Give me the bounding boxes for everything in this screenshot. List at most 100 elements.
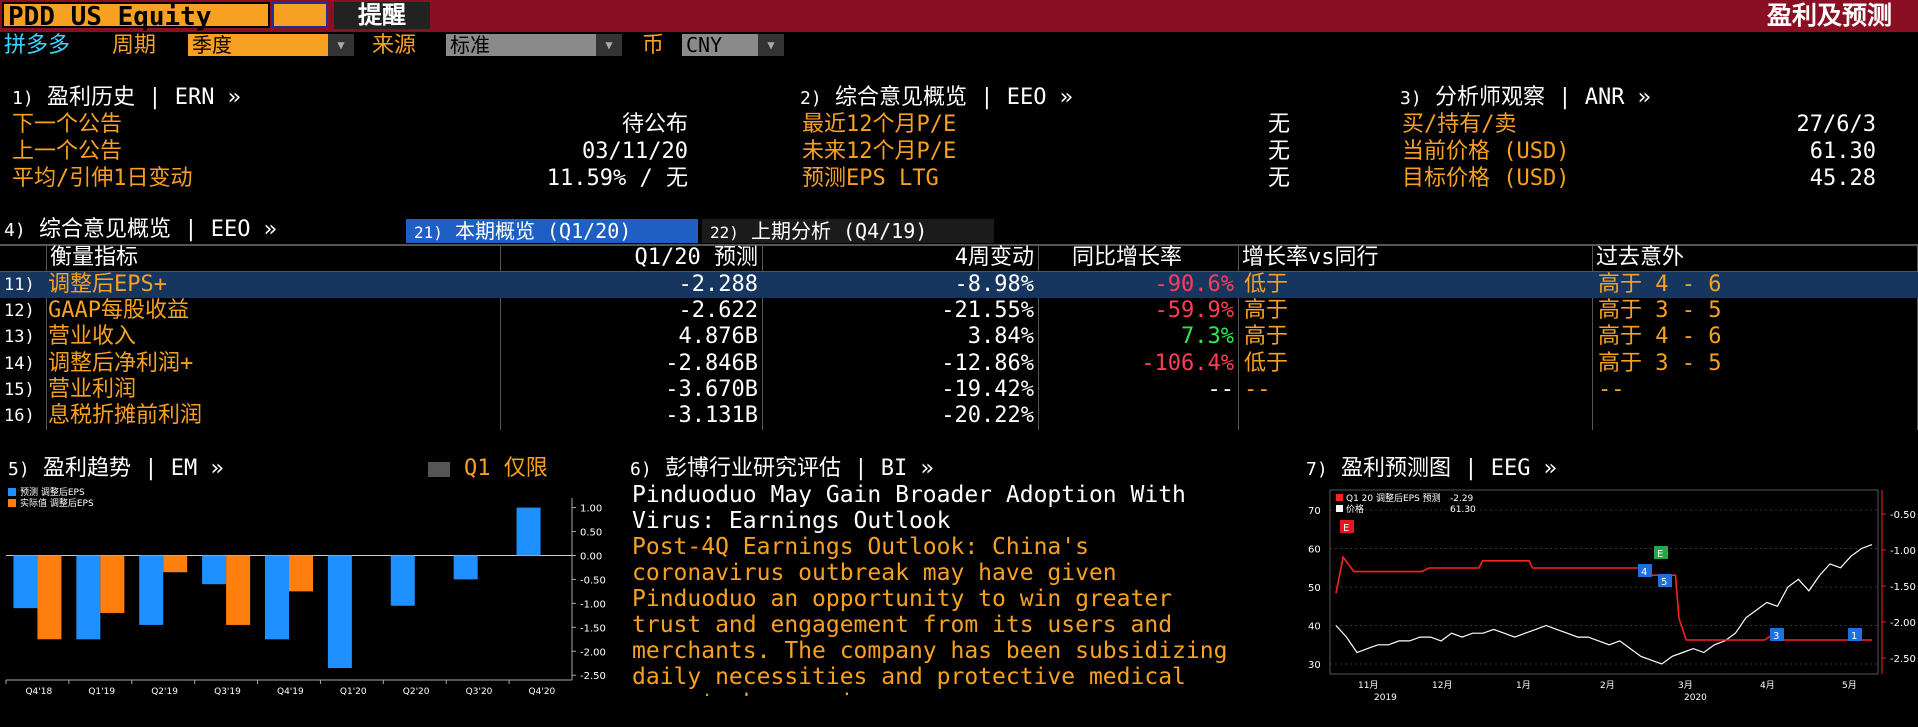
section-title: 分析师观察 bbox=[1434, 85, 1545, 110]
col-header-vs-peer[interactable]: 增长率vs同行 bbox=[1242, 245, 1379, 270]
cell-vs-peer: -- bbox=[1244, 376, 1271, 402]
table-row[interactable]: 11) 调整后EPS+ -2.288 -8.98% -90.6% 低于 高于 4 - 6 bbox=[0, 272, 1918, 299]
tab-num: 21) bbox=[414, 223, 443, 242]
ticker-input-cursor[interactable] bbox=[272, 2, 328, 28]
tab-current-period[interactable]: 21) 本期概览 (Q1/20) bbox=[406, 219, 698, 243]
cell-vs-peer: 高于 bbox=[1244, 298, 1289, 324]
y-tick-label: -2.00 bbox=[580, 647, 606, 658]
y-tick-label: 0.00 bbox=[580, 551, 602, 562]
tab-label: 本期概览 (Q1/20) bbox=[454, 219, 632, 243]
next-announcement-label: 下一个公告 bbox=[12, 112, 123, 137]
bar-estimate[interactable] bbox=[265, 555, 289, 640]
forward-pe-value: 无 bbox=[1267, 139, 1290, 164]
bar-estimate[interactable] bbox=[76, 555, 101, 640]
bar-estimate[interactable] bbox=[139, 555, 164, 625]
x-tick-label: 3月 bbox=[1678, 680, 1693, 691]
cell-forecast: -3.670B bbox=[665, 376, 758, 402]
cell-chg4w: 3.84% bbox=[967, 324, 1034, 350]
source-chevron-down-icon[interactable]: ▼ bbox=[596, 34, 622, 56]
table-row[interactable]: 13) 营业收入 4.876B 3.84% 7.3% 高于 高于 4 - 6 bbox=[0, 324, 1918, 350]
event-marker[interactable] bbox=[1658, 574, 1672, 587]
col-header-forecast[interactable]: Q1/20 预测 bbox=[634, 245, 758, 270]
consensus-table bbox=[0, 244, 1918, 431]
q1-only-label[interactable]: Q1 仅限 bbox=[464, 456, 548, 481]
col-header-4w-change[interactable]: 4周变动 bbox=[954, 245, 1034, 270]
section-earnings-history-header[interactable]: 1) 盈利历史 | ERN » bbox=[12, 85, 241, 110]
bar-actual[interactable] bbox=[163, 555, 188, 573]
section-analyst-recs-header[interactable]: 3) 分析师观察 | ANR » bbox=[1400, 85, 1651, 110]
event-marker[interactable] bbox=[1654, 546, 1668, 559]
legend-value: -2.29 bbox=[1450, 494, 1474, 504]
table-row[interactable]: 12) GAAP每股收益 -2.622 -21.55% -59.9% 高于 高于 3 - 5 bbox=[0, 298, 1918, 324]
cell-chg4w: -8.98% bbox=[954, 272, 1034, 297]
bar-actual[interactable] bbox=[100, 555, 125, 613]
cell-surprise: 高于 3 - 5 bbox=[1598, 298, 1722, 324]
y-tick-label: -1.00 bbox=[580, 599, 606, 610]
section-bi-header[interactable]: 6) 彭博行业研究评估 | BI » bbox=[630, 456, 934, 481]
next-announcement-value: 待公布 bbox=[621, 112, 688, 137]
bar-estimate[interactable] bbox=[516, 507, 541, 556]
x-tick-label: Q1'19 bbox=[88, 687, 115, 697]
event-marker-label: 3 bbox=[1773, 631, 1779, 642]
avg-implied-move-label: 平均/引伸1日变动 bbox=[12, 166, 193, 191]
trailing-pe-value: 无 bbox=[1267, 112, 1290, 137]
event-marker[interactable] bbox=[1638, 564, 1652, 577]
col-header-metric[interactable]: 衡量指标 bbox=[50, 245, 139, 270]
period-label: 周期 bbox=[112, 33, 157, 58]
bar-estimate[interactable] bbox=[453, 555, 478, 580]
section-consensus-table-header[interactable]: 4) 综合意见概览 | EEO » bbox=[4, 217, 277, 242]
bar-estimate[interactable] bbox=[13, 555, 38, 609]
current-price-value: 61.30 bbox=[1809, 139, 1876, 164]
cell-yoy: -90.6% bbox=[1154, 272, 1234, 297]
x-tick-label: 2月 bbox=[1600, 680, 1615, 691]
event-marker[interactable] bbox=[1340, 520, 1354, 533]
section-code: EM » bbox=[170, 456, 224, 481]
tab-prior-period[interactable]: 22) 上期分析 (Q4/19) bbox=[702, 219, 994, 243]
bi-article[interactable]: Pinduoduo May Gain Broader Adoption With… bbox=[632, 482, 1240, 696]
table-row[interactable]: 14) 调整后净利润+ -2.846B -12.86% -106.4% 低于 高于 3 - … bbox=[0, 351, 1918, 377]
bar-actual[interactable] bbox=[226, 555, 251, 625]
section-consensus-overview-header[interactable]: 2) 综合意见概览 | EEO » bbox=[800, 85, 1073, 110]
bar-actual[interactable] bbox=[289, 555, 313, 592]
table-row[interactable]: 16) 息税折摊前利润 -3.131B -20.22% bbox=[0, 403, 1918, 429]
bar-estimate[interactable] bbox=[327, 555, 352, 669]
last-announcement-label: 上一个公告 bbox=[12, 139, 123, 164]
bar-estimate[interactable] bbox=[202, 555, 227, 585]
cell-vs-peer: 低于 bbox=[1244, 272, 1289, 297]
buy-hold-sell-value: 27/6/3 bbox=[1796, 112, 1876, 137]
ticker-input[interactable]: PDD US Equity bbox=[2, 2, 270, 30]
company-name: 拼多多 bbox=[4, 33, 71, 58]
section-num: 6) bbox=[630, 459, 652, 480]
bar-actual[interactable] bbox=[37, 555, 62, 640]
y-tick-label: -2.50 bbox=[580, 671, 606, 682]
section-num: 3) bbox=[1400, 88, 1422, 109]
cell-vs-peer: 低于 bbox=[1244, 350, 1289, 376]
table-row[interactable]: 15) 营业利润 -3.670B -19.42% -- -- -- bbox=[0, 377, 1918, 403]
cell-metric: 营业利润 bbox=[48, 376, 137, 402]
source-dropdown[interactable]: 标准 bbox=[446, 34, 596, 56]
x-tick-label: Q3'19 bbox=[214, 687, 241, 697]
currency-dropdown[interactable]: CNY bbox=[682, 34, 758, 56]
cell-metric: 调整后净利润+ bbox=[48, 350, 194, 376]
forward-pe-label: 未来12个月P/E bbox=[802, 139, 957, 164]
x-tick-label: Q4'19 bbox=[277, 687, 304, 697]
period-chevron-down-icon[interactable]: ▼ bbox=[328, 34, 354, 56]
period-dropdown[interactable]: 季度 bbox=[188, 34, 328, 56]
eps-ltg-value: 无 bbox=[1267, 166, 1290, 191]
event-marker[interactable] bbox=[1770, 628, 1784, 641]
alert-button[interactable]: 提醒 bbox=[334, 2, 430, 29]
legend-swatch bbox=[8, 488, 16, 496]
bar-estimate[interactable] bbox=[390, 555, 415, 606]
section-earnings-trend-header[interactable]: 5) 盈利趋势 | EM » bbox=[8, 456, 224, 481]
q1-only-checkbox[interactable] bbox=[428, 462, 450, 477]
x-tick-label: 1月 bbox=[1516, 680, 1531, 691]
left-tick-label: 70 bbox=[1308, 506, 1321, 517]
currency-chevron-down-icon[interactable]: ▼ bbox=[758, 34, 784, 56]
col-header-surprise[interactable]: 过去意外 bbox=[1596, 245, 1685, 270]
section-estimate-graph-header[interactable]: 7) 盈利预测图 | EEG » bbox=[1306, 456, 1557, 481]
legend-swatch bbox=[8, 499, 16, 507]
legend-label: Q1 20 调整后EPS 预测 bbox=[1346, 492, 1441, 504]
event-marker[interactable] bbox=[1848, 628, 1862, 641]
bi-headline[interactable]: Pinduoduo May Gain Broader Adoption With… bbox=[632, 482, 1186, 534]
col-header-yoy[interactable]: 同比增长率 bbox=[1072, 245, 1183, 270]
